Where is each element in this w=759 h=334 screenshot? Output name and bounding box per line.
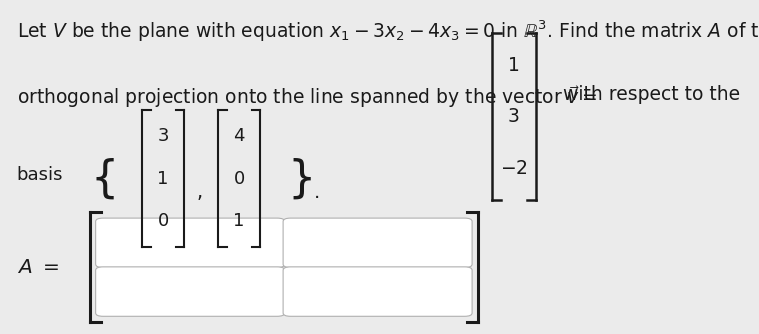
Text: ,: , (197, 183, 203, 201)
Text: $-2$: $-2$ (500, 159, 528, 178)
Text: 1: 1 (508, 56, 520, 75)
Text: 3: 3 (157, 127, 169, 145)
Text: $\{$: $\{$ (90, 156, 115, 201)
Text: 0: 0 (234, 170, 244, 188)
FancyBboxPatch shape (283, 218, 472, 268)
Text: 1: 1 (234, 212, 244, 230)
Text: .: . (313, 183, 320, 201)
FancyBboxPatch shape (96, 267, 285, 316)
FancyBboxPatch shape (96, 218, 285, 268)
Text: Let $V$ be the plane with equation $x_1 - 3x_2 - 4x_3 = 0$ in $\mathbb{R}^3$. Fi: Let $V$ be the plane with equation $x_1 … (17, 18, 759, 44)
FancyBboxPatch shape (283, 267, 472, 316)
Text: $A\ =$: $A\ =$ (17, 258, 58, 277)
Text: with respect to the: with respect to the (563, 85, 740, 104)
Text: 0: 0 (158, 212, 168, 230)
Text: 1: 1 (158, 170, 168, 188)
Text: orthogonal projection onto the line spanned by the vector $\vec{v} = $: orthogonal projection onto the line span… (17, 85, 597, 110)
Text: 4: 4 (233, 127, 245, 145)
Text: 3: 3 (508, 108, 520, 126)
Text: $\}$: $\}$ (288, 156, 312, 201)
Text: basis: basis (17, 166, 63, 184)
